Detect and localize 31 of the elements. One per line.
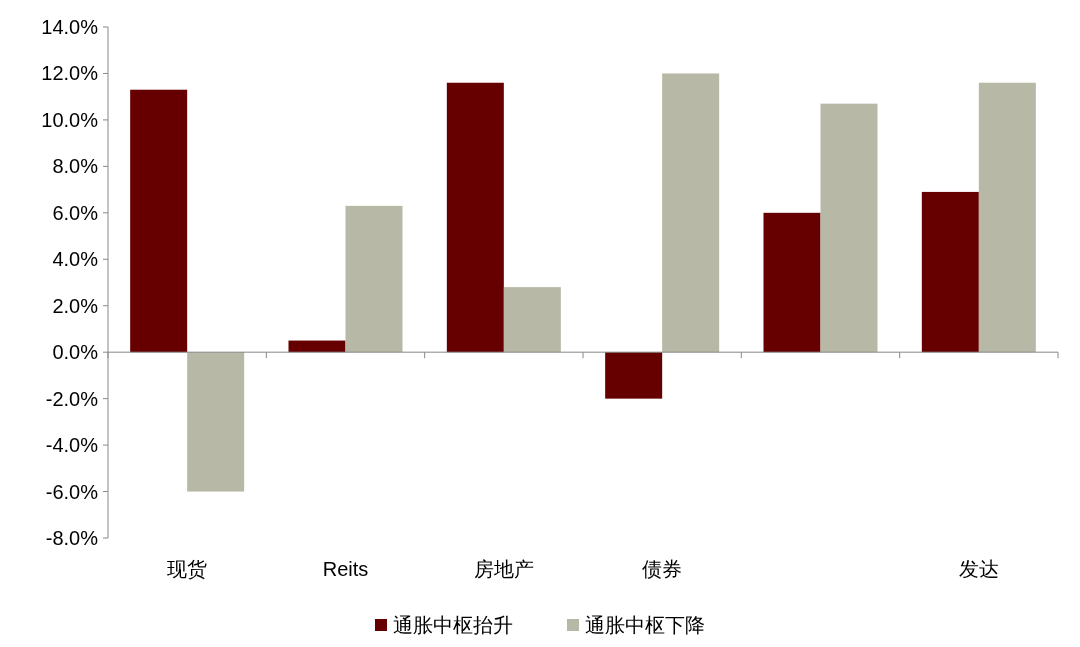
bar: [288, 340, 346, 353]
y-tick-label: 6.0%: [52, 201, 99, 224]
x-tick-label: Reits: [322, 558, 369, 580]
y-tick-label: 12.0%: [41, 62, 99, 85]
x-tick-label: 发达: [958, 558, 999, 580]
bar: [763, 212, 821, 353]
bar: [187, 352, 245, 492]
bar: [921, 191, 979, 353]
bar: [978, 82, 1036, 353]
bar: [820, 103, 878, 353]
y-tick-label: -2.0%: [45, 387, 99, 410]
bar: [130, 89, 188, 353]
bar: [345, 205, 403, 353]
bar: [503, 287, 561, 353]
x-tick-label: 房地产: [473, 558, 534, 580]
y-tick-label: -8.0%: [45, 527, 99, 549]
bar: [662, 73, 720, 353]
legend-label: 通胀中枢抬升: [393, 614, 513, 636]
bar: [446, 82, 504, 353]
x-tick-label: 债券: [642, 558, 683, 580]
y-tick-label: 10.0%: [41, 108, 99, 131]
y-tick-label: 14.0%: [41, 16, 99, 38]
y-tick-label: 0.0%: [52, 341, 99, 364]
y-tick-label: 2.0%: [52, 294, 99, 317]
y-tick-label: -4.0%: [45, 434, 99, 457]
y-tick-label: 8.0%: [52, 155, 99, 178]
x-tick-label: 现货: [167, 558, 208, 580]
bar: [605, 352, 663, 399]
y-tick-label: 4.0%: [52, 248, 99, 271]
legend-label: 通胀中枢下降: [585, 614, 705, 636]
y-tick-label: -6.0%: [45, 480, 99, 503]
